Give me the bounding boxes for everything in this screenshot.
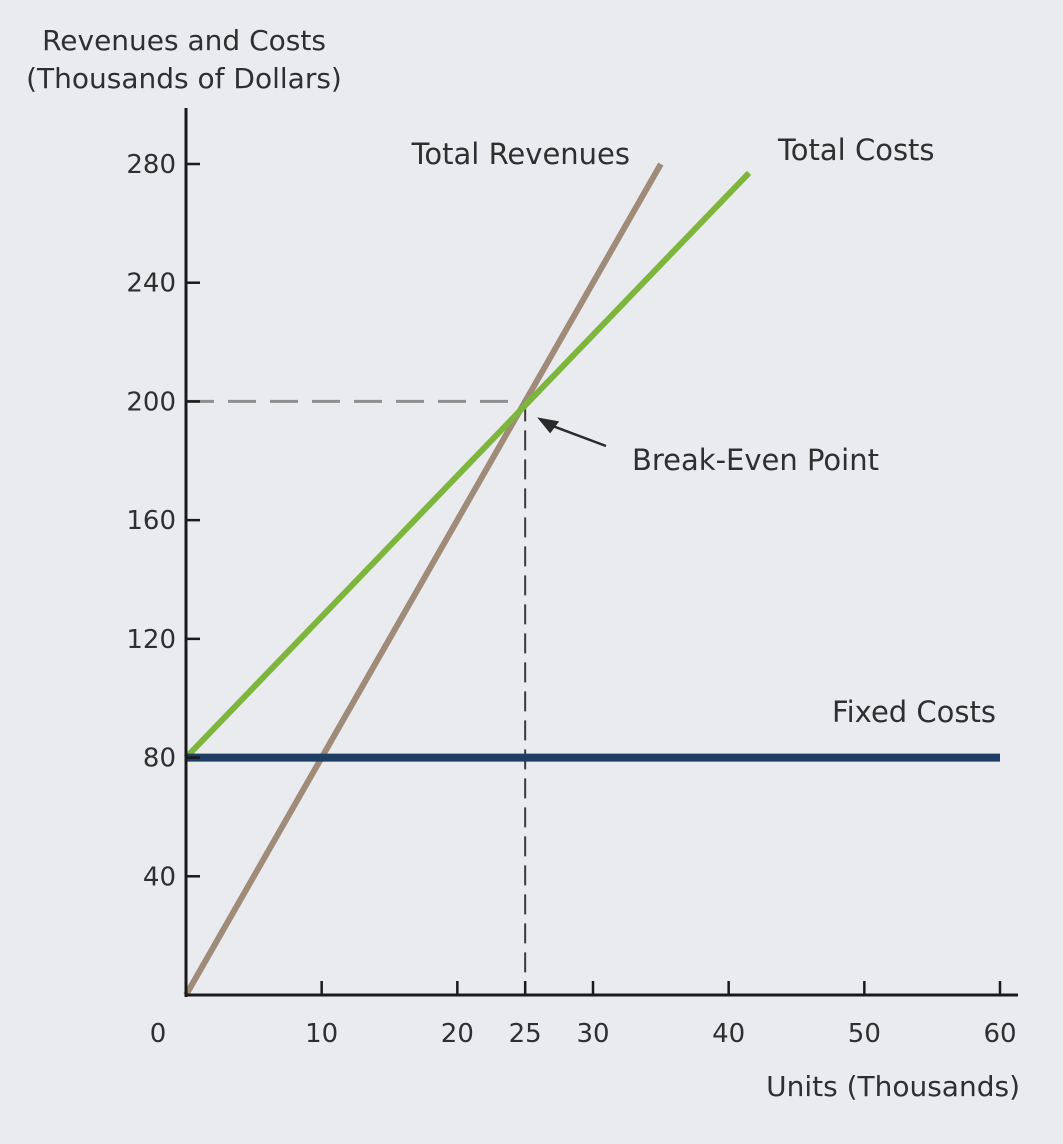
x-tick-label-10: 10 [305, 1019, 338, 1049]
arrow-head [537, 417, 560, 434]
y-tick-label-160: 160 [126, 506, 176, 536]
break-even-point-label: Break-Even Point [632, 443, 879, 477]
y-tick-label-280: 280 [126, 150, 176, 180]
y-tick-label-120: 120 [126, 625, 176, 655]
series-label-total-costs: Total Costs [777, 133, 935, 167]
y-axis-title-line-1: Revenues and Costs [42, 24, 326, 57]
break-even-reference-lines [186, 399, 527, 995]
axes [184, 108, 1018, 997]
y-axis-title-line-2: (Thousands of Dollars) [26, 62, 342, 95]
x-tick-label-0: 0 [150, 1019, 167, 1049]
y-tick-label-240: 240 [126, 269, 176, 299]
series-label-total-revenues: Total Revenues [411, 137, 630, 171]
x-tick-label-60: 60 [983, 1019, 1016, 1049]
series-lines [183, 162, 1000, 997]
x-tick-label-25: 25 [509, 1019, 542, 1049]
x-axis-title: Units (Thousands) [766, 1070, 1020, 1103]
series-line-total-costs [183, 170, 752, 760]
x-tick-label-40: 40 [712, 1019, 745, 1049]
x-tick-label-20: 20 [441, 1019, 474, 1049]
series-line-total-revenues [183, 162, 664, 997]
series-label-fixed-costs: Fixed Costs [832, 695, 996, 729]
break-even-arrow [537, 417, 607, 448]
y-tick-label-80: 80 [143, 744, 176, 774]
x-tick-label-50: 50 [848, 1019, 881, 1049]
arrow-shaft [550, 424, 607, 448]
tick-labels: 40 80 120 160 200 240 280 0 10 20 25 30 40 50 60 [126, 150, 1016, 1049]
x-tick-label-30: 30 [576, 1019, 609, 1049]
y-tick-label-40: 40 [143, 862, 176, 892]
tick-marks [186, 162, 1002, 995]
y-tick-label-200: 200 [126, 387, 176, 417]
chart-labels: Revenues and Costs (Thousands of Dollars… [26, 24, 1020, 1103]
